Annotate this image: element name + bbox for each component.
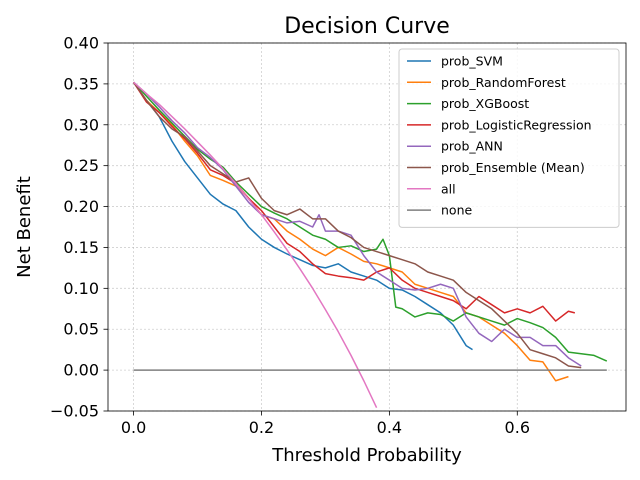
- x-tick-label: 0.2: [249, 418, 274, 437]
- y-tick-label: 0.10: [63, 279, 99, 298]
- legend-label-3: prob_LogisticRegression: [441, 117, 592, 132]
- legend-label-1: prob_RandomForest: [441, 75, 566, 90]
- y-tick-label: 0.40: [63, 34, 99, 53]
- legend-label-0: prob_SVM: [441, 54, 503, 69]
- axes-frame: [107, 42, 627, 412]
- y-tick-label: 0.25: [63, 156, 99, 175]
- series-line-4: [133, 81, 582, 367]
- legend-label-7: none: [441, 203, 472, 218]
- x-tick-label: 0.0: [121, 418, 146, 437]
- chart-title: Decision Curve: [284, 14, 450, 39]
- y-tick-label: 0.15: [63, 238, 99, 257]
- x-axis-label: Threshold Probability: [271, 445, 462, 466]
- legend-label-5: prob_Ensemble (Mean): [441, 160, 585, 175]
- series-line-5: [132, 81, 582, 369]
- series-line-6: [133, 81, 378, 409]
- series-group: [132, 81, 608, 409]
- y-tick-label: −0.05: [50, 402, 99, 421]
- x-tick-label: 0.6: [505, 418, 530, 437]
- series-line-1: [132, 81, 569, 382]
- series-line-0: [132, 81, 473, 351]
- series-line-3: [132, 81, 576, 322]
- legend-box: [398, 48, 620, 228]
- y-tick-label: 0.35: [63, 74, 99, 93]
- y-tick-label: 0.00: [63, 361, 99, 380]
- legend-label-6: all: [441, 181, 456, 196]
- y-tick-label: 0.20: [63, 197, 99, 216]
- x-tick-label: 0.4: [377, 418, 402, 437]
- y-tick-label: 0.05: [63, 320, 99, 339]
- legend-label-4: prob_ANN: [441, 139, 503, 154]
- y-axis-label: Net Benefit: [14, 176, 35, 278]
- y-tick-label: 0.30: [63, 115, 99, 134]
- legend: prob_SVM prob_RandomForest prob_XGBoostpro…: [398, 48, 620, 228]
- legend-label-2: prob_XGBoost: [441, 96, 529, 111]
